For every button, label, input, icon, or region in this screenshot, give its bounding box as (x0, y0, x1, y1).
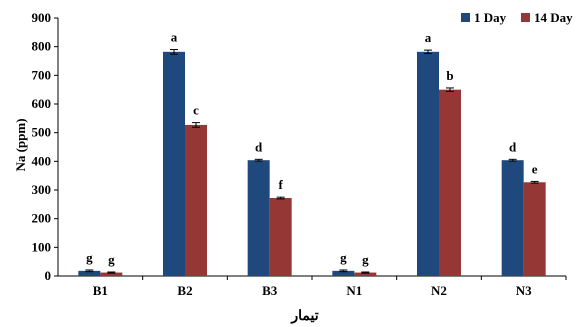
x-categories: B1 B2 B3 N1 N2 N3 (93, 276, 567, 298)
axes (57, 18, 566, 277)
bar-b3-1-day (247, 160, 270, 276)
significance-letter: g (340, 250, 347, 265)
x-tick-label: B1 (93, 283, 108, 298)
legend-swatch-1-day (461, 13, 470, 22)
x-tick-label: N3 (516, 283, 532, 298)
y-tick-label: 200 (32, 211, 52, 226)
significance-letter: f (278, 177, 283, 192)
x-tick-label: B3 (262, 283, 278, 298)
significance-letter: a (425, 30, 432, 45)
legend: 1 Day 14 Day (461, 10, 573, 25)
bar-n3-14-day (523, 182, 546, 276)
bar-n2-1-day (417, 51, 439, 277)
significance-letter: b (446, 68, 453, 83)
significance-letter: a (171, 30, 178, 45)
significance-letter: g (362, 252, 369, 267)
bar-b1-1-day (78, 270, 101, 276)
bar-n3-1-day (501, 160, 524, 276)
legend-label-1-day: 1 Day (474, 10, 507, 25)
y-tick-label: 900 (32, 10, 52, 25)
significance-letter: g (86, 250, 93, 265)
legend-label-14-day: 14 Day (534, 10, 573, 25)
y-ticks: 0 100 200 300 400 500 600 700 800 900 (32, 10, 58, 283)
significance-letter: d (509, 139, 517, 154)
bar-b2-1-day (163, 51, 185, 277)
y-tick-label: 800 (32, 39, 52, 54)
y-tick-label: 300 (32, 182, 52, 197)
bar-n1-14-day (354, 272, 377, 276)
significance-letter: e (532, 161, 538, 176)
y-tick-label: 400 (32, 153, 52, 168)
legend-swatch-14-day (521, 13, 530, 22)
x-tick-label: N2 (431, 283, 447, 298)
significance-letter: g (108, 252, 115, 267)
y-tick-label: 100 (32, 239, 52, 254)
bar-b3-14-day (269, 198, 292, 276)
y-tick-label: 600 (32, 96, 52, 111)
significance-letter: d (255, 139, 263, 154)
significance-letter: c (193, 103, 199, 118)
bar-b2-14-day (185, 124, 207, 276)
y-tick-label: 700 (32, 67, 52, 82)
y-tick-label: 0 (45, 268, 52, 283)
x-tick-label: B2 (177, 283, 192, 298)
bar-b1-14-day (100, 272, 123, 276)
y-axis-label: Na (ppm) (13, 118, 28, 171)
bar-n2-14-day (439, 89, 461, 277)
bar-n1-1-day (332, 270, 355, 276)
y-tick-label: 500 (32, 125, 52, 140)
x-tick-label: N1 (346, 283, 362, 298)
x-axis-label: تیمار (290, 309, 318, 324)
